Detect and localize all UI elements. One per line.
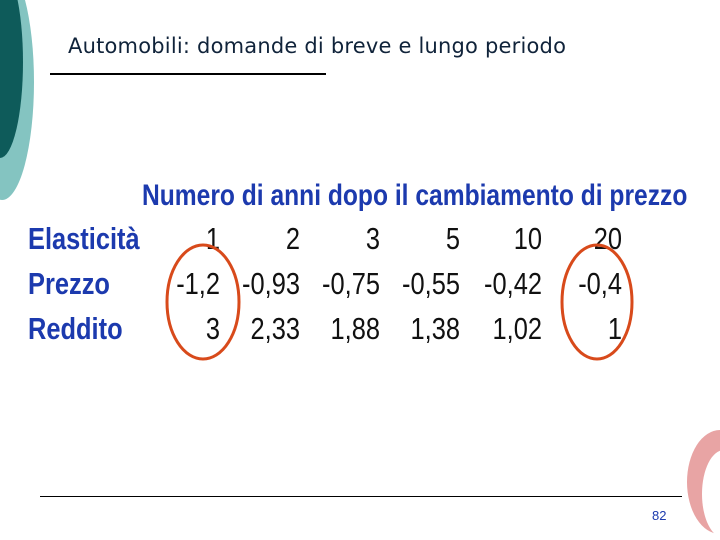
title-underline (50, 73, 326, 75)
table-cell: -1,2 (176, 266, 220, 301)
row-label-prezzo: Prezzo (28, 266, 110, 301)
table-cell: -0,93 (242, 266, 300, 301)
table-cell: 1,38 (410, 311, 460, 346)
table-cell: 2,33 (250, 311, 300, 346)
table-cell: 1,02 (492, 311, 542, 346)
table-cell: 3 (365, 221, 380, 256)
table-cell: 1 (607, 311, 622, 346)
table-cell: -0,75 (322, 266, 380, 301)
row-label-elasticita: Elasticità (28, 221, 140, 256)
highlight-circle-year-20 (560, 243, 634, 361)
row-label-reddito: Reddito (28, 311, 123, 346)
table-cell: 1,88 (330, 311, 380, 346)
dark-teal-shape (0, 0, 23, 158)
slide-title: Automobili: domande di breve e lungo per… (68, 34, 567, 58)
table-cell: -0,55 (402, 266, 460, 301)
bottom-right-decoration (687, 430, 720, 538)
table-cell: 20 (593, 221, 622, 256)
table-cell: -0,42 (484, 266, 542, 301)
table-cell: -0,4 (578, 266, 622, 301)
white-inner-shape (702, 450, 720, 538)
table-cell: 3 (205, 311, 220, 346)
table-cell: 2 (285, 221, 300, 256)
highlight-circle-year-1 (165, 243, 241, 361)
page-number: 82 (652, 508, 667, 523)
left-decoration (0, 0, 34, 200)
table-cell: 10 (513, 221, 542, 256)
table-heading: Numero di anni dopo il cambiamento di pr… (142, 179, 688, 212)
table-cell: 5 (445, 221, 460, 256)
footer-line (40, 496, 682, 497)
